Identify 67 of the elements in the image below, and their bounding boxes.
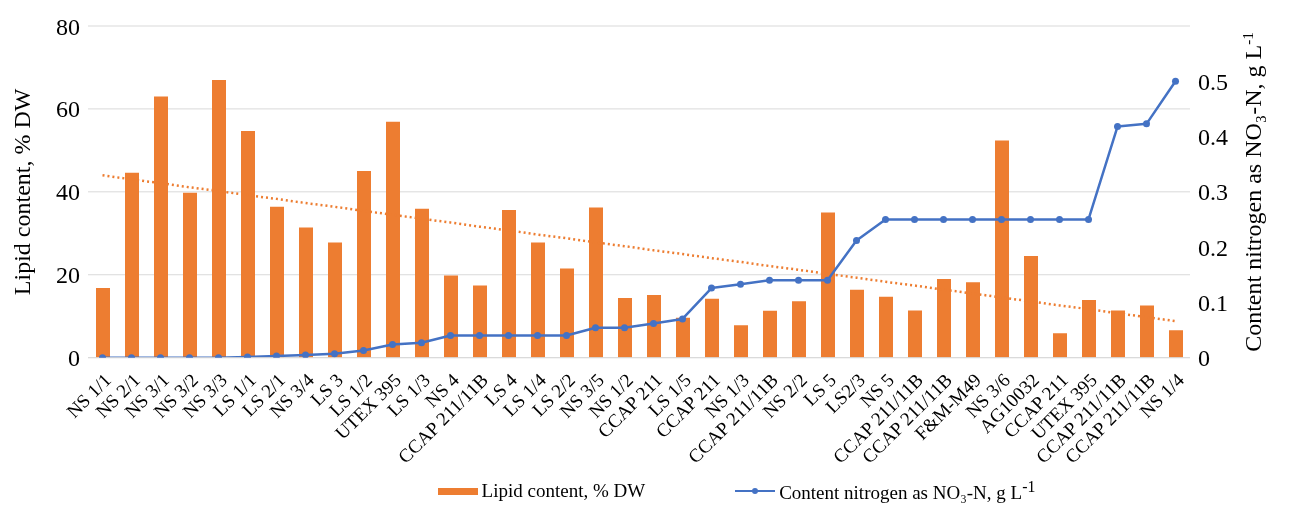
point (1085, 215, 1092, 223)
point (331, 350, 338, 358)
point (592, 324, 599, 332)
point (824, 276, 831, 284)
point (563, 332, 570, 340)
point (708, 284, 715, 292)
y-axis-title: Lipid content, % DW (8, 88, 35, 296)
bar (270, 206, 284, 358)
legend-label: Content nitrogen as NO₃-N, g L$^{-1}$ (779, 477, 1036, 504)
y-tick-label: 60 (56, 96, 80, 123)
point (1172, 77, 1179, 85)
point (273, 352, 280, 358)
y2-tick-label: 0.5 (1198, 68, 1228, 95)
y-tick-label: 80 (56, 13, 80, 40)
bar (473, 285, 487, 358)
y-tick-label: 0 (68, 345, 80, 372)
legend-label: Lipid content, % DW (481, 479, 646, 502)
point (534, 332, 541, 340)
bar (299, 227, 313, 358)
y2-tick-label: 0.4 (1198, 124, 1228, 151)
bar (1169, 330, 1183, 358)
point (650, 319, 657, 327)
point (1114, 123, 1121, 131)
point (505, 332, 512, 340)
bar (705, 298, 719, 358)
point (1027, 215, 1034, 223)
y-tick-label: 40 (56, 179, 80, 206)
y2-tick-label: 0.3 (1198, 179, 1228, 206)
point (302, 351, 309, 358)
bar (328, 242, 342, 358)
point (621, 324, 628, 332)
point (1056, 215, 1063, 223)
point (795, 276, 802, 284)
bar (1053, 333, 1067, 358)
point (737, 280, 744, 288)
point (940, 215, 947, 223)
bar (734, 325, 748, 358)
bar (850, 289, 864, 358)
point (389, 340, 396, 348)
bar (879, 296, 893, 358)
point (476, 332, 483, 340)
bar (96, 288, 110, 358)
bar (763, 310, 777, 358)
point (1143, 120, 1150, 128)
bar (560, 268, 574, 358)
bar (444, 275, 458, 358)
bar (183, 192, 197, 358)
point (679, 315, 686, 323)
y-tick-label: 20 (56, 262, 80, 289)
point (360, 346, 367, 354)
bar (531, 242, 545, 358)
point (853, 236, 860, 244)
point (766, 276, 773, 284)
point (969, 215, 976, 223)
point (418, 339, 425, 347)
y2-tick-label: 0 (1198, 345, 1210, 372)
point (447, 332, 454, 340)
bar (792, 301, 806, 358)
bar (618, 297, 632, 358)
y2-tick-label: 0.1 (1198, 289, 1228, 316)
point (911, 215, 918, 223)
bar (676, 317, 690, 358)
y2-tick-label: 0.2 (1198, 234, 1228, 261)
point (998, 215, 1005, 223)
bar (908, 310, 922, 358)
point (882, 215, 889, 223)
bar (647, 295, 661, 358)
